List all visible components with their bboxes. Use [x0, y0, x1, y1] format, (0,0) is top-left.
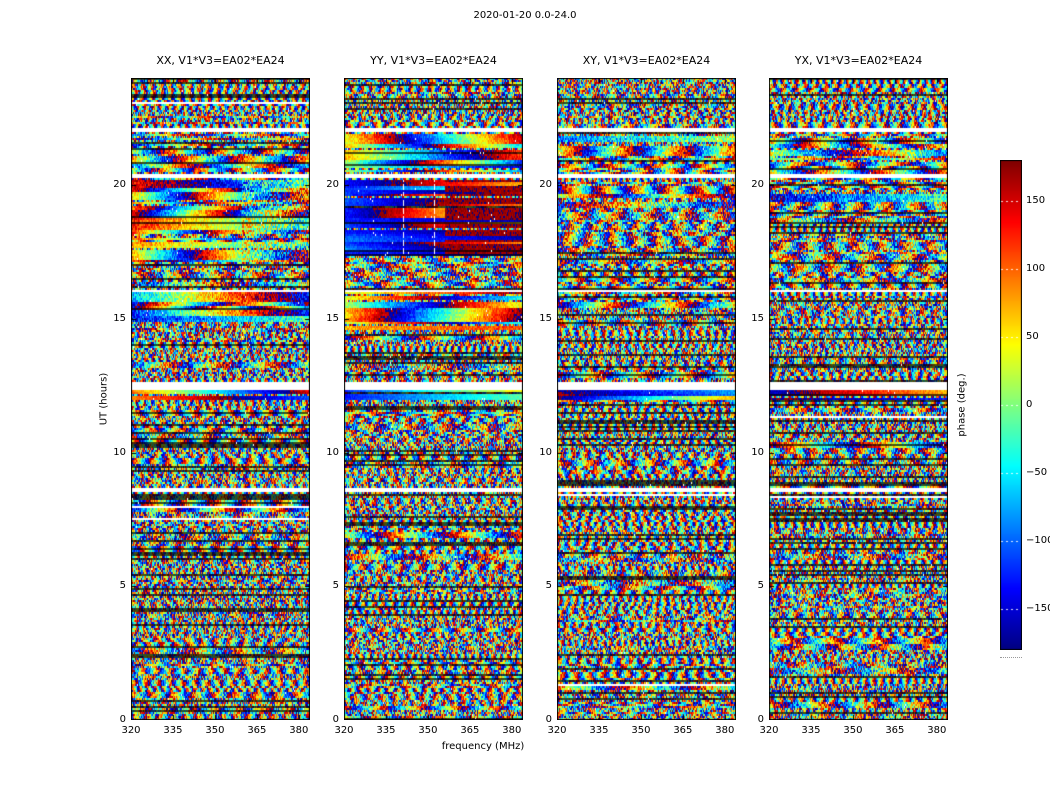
y-tick-label: 20 [539, 179, 552, 190]
heatmap-panel-yx [769, 78, 948, 720]
x-tick-label: 335 [163, 725, 183, 736]
x-tick-label: 380 [502, 725, 522, 736]
panel-title-xy: XY, V1*V3=EA02*EA24 [582, 54, 711, 67]
colorbar-tick-label: 50 [1026, 330, 1039, 342]
y-tick-label: 10 [539, 446, 552, 458]
y-tick-label: 15 [539, 312, 552, 324]
y-tick-label: 10 [326, 446, 339, 458]
x-axis-label: frequency (MHz) [441, 741, 525, 752]
y-tick-label: 20 [751, 179, 764, 190]
x-tick-label: 320 [334, 725, 354, 736]
x-tick-label: 335 [801, 725, 821, 736]
colorbar-tick-label: −100 [1026, 535, 1050, 547]
x-tick-label: 320 [547, 725, 567, 736]
y-tick-label: 5 [119, 580, 126, 592]
colorbar [1000, 160, 1022, 650]
y-tick-label: 20 [326, 179, 339, 190]
y-tick-label: 0 [757, 714, 764, 725]
y-tick-label: 0 [545, 714, 552, 725]
colorbar-label: phase (deg.) [956, 373, 968, 437]
x-tick-label: 365 [885, 725, 905, 736]
heatmap-panel-xx [131, 78, 310, 720]
x-tick-label: 350 [418, 725, 438, 736]
x-tick-label: 365 [247, 725, 267, 736]
y-tick-label: 5 [757, 580, 764, 592]
y-tick-label: 10 [113, 446, 126, 458]
panel-title-xx: XX, V1*V3=EA02*EA24 [156, 54, 285, 67]
x-tick-label: 335 [589, 725, 609, 736]
x-tick-label: 320 [121, 725, 141, 736]
x-tick-label: 350 [205, 725, 225, 736]
y-tick-label: 15 [751, 312, 764, 324]
x-tick-label: 350 [631, 725, 651, 736]
y-tick-label: 10 [751, 446, 764, 458]
y-tick-label: 5 [332, 580, 339, 592]
y-tick-label: 5 [545, 580, 552, 592]
panel-title-yx: YX, V1*V3=EA02*EA24 [794, 54, 923, 67]
x-tick-label: 380 [715, 725, 735, 736]
panel-title-yy: YY, V1*V3=EA02*EA24 [370, 54, 497, 67]
colorbar-tick-label: 150 [1026, 194, 1046, 206]
colorbar-tick-label: 0 [1026, 399, 1033, 410]
figure-title: 2020-01-20 0.0-24.0 [473, 10, 577, 21]
y-tick-label: 20 [113, 179, 126, 190]
y-tick-label: 0 [119, 714, 126, 725]
x-tick-label: 380 [289, 725, 309, 736]
heatmap-panel-xy [557, 78, 736, 720]
y-tick-label: 15 [326, 312, 339, 324]
y-axis-label: UT (hours) [98, 372, 110, 426]
colorbar-extend-marker [1000, 652, 1022, 658]
colorbar-tick-label: −50 [1026, 467, 1048, 479]
x-tick-label: 350 [843, 725, 863, 736]
x-tick-label: 365 [460, 725, 480, 736]
y-tick-label: 0 [332, 714, 339, 725]
x-tick-label: 365 [673, 725, 693, 736]
colorbar-tick-label: 100 [1026, 262, 1046, 274]
y-tick-label: 15 [113, 312, 126, 324]
heatmap-panel-yy [344, 78, 523, 720]
x-tick-label: 335 [376, 725, 396, 736]
colorbar-tick-label: −150 [1026, 603, 1050, 615]
x-tick-label: 320 [759, 725, 779, 736]
x-tick-label: 380 [927, 725, 947, 736]
